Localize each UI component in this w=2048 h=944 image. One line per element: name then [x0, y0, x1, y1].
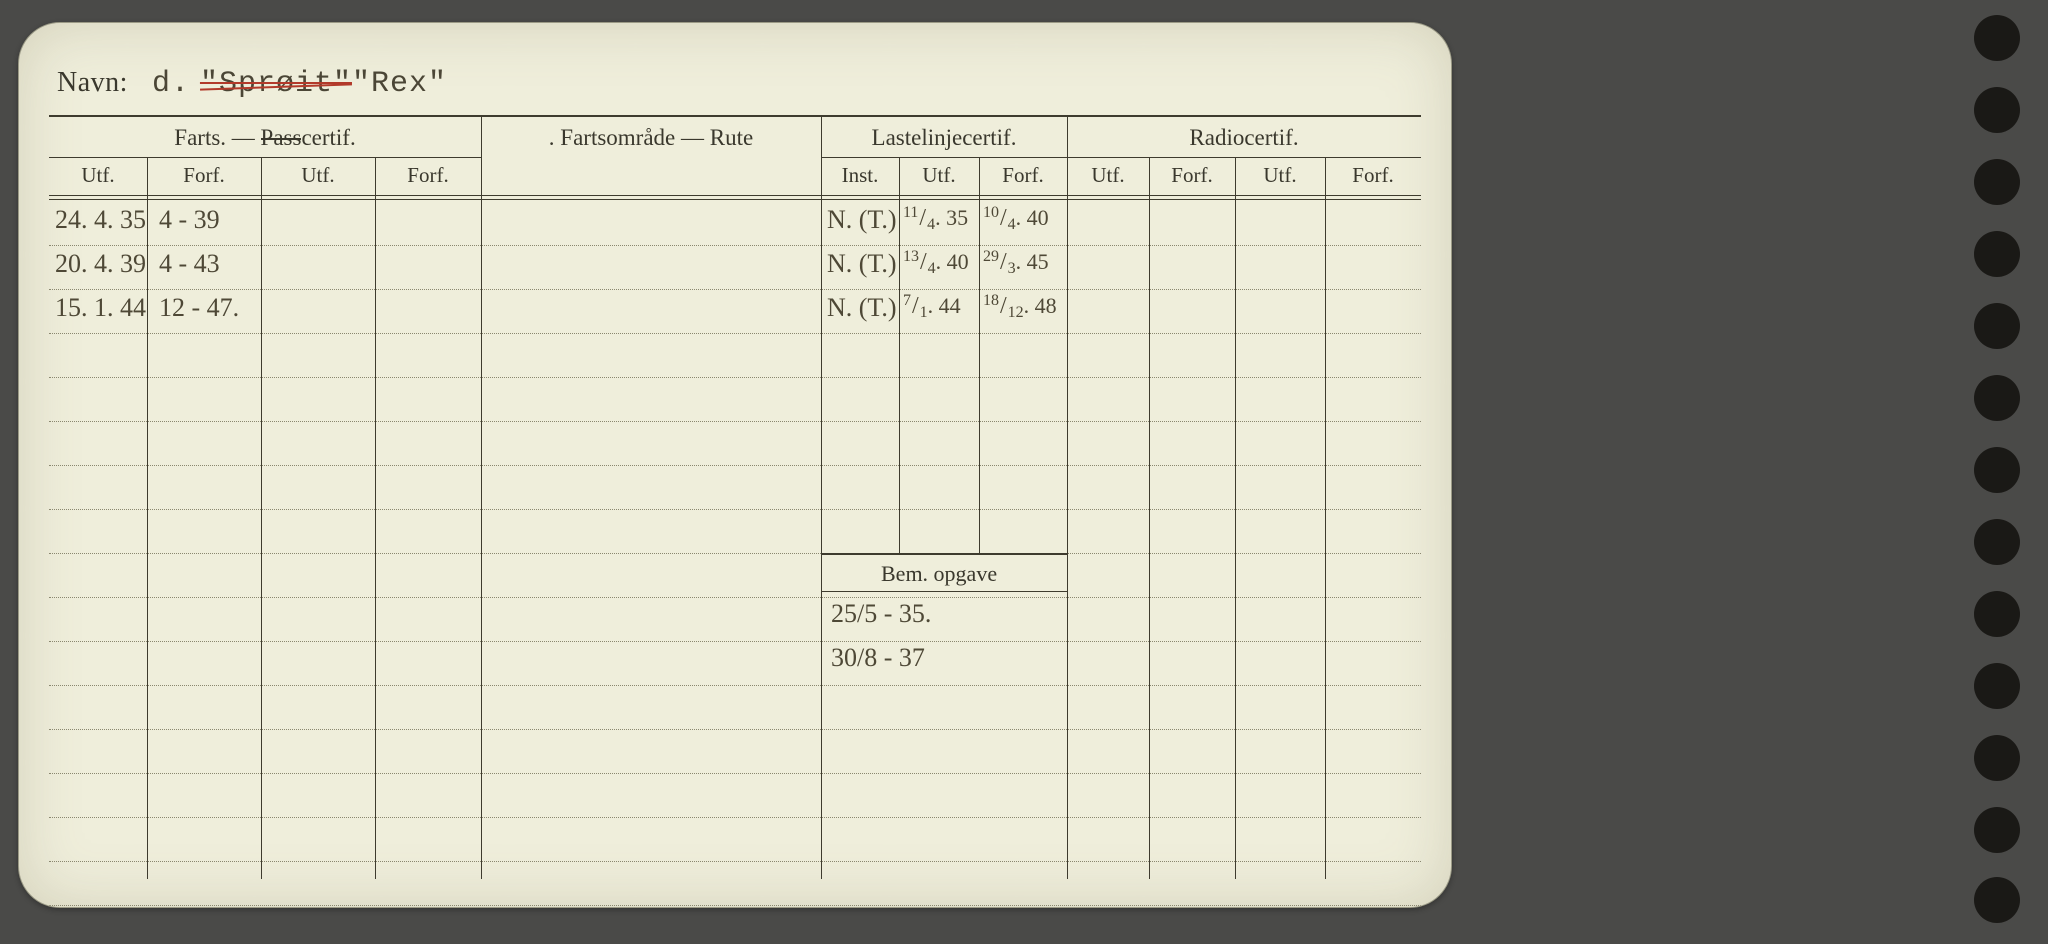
sub-forf-1: Forf.	[147, 163, 261, 191]
punch-hole	[1974, 519, 2020, 565]
punch-hole	[1974, 375, 2020, 421]
sub-inst: Inst.	[821, 163, 899, 191]
sub-forf-2: Forf.	[375, 163, 481, 191]
sub-utf-5: Utf.	[1235, 163, 1325, 191]
bem-r2: 30/8 - 37	[831, 643, 925, 673]
dotted-row	[49, 377, 1421, 378]
dotted-row	[49, 817, 1421, 818]
farts-r3-forf: 12 - 47.	[159, 293, 239, 323]
dotted-row	[49, 289, 1421, 290]
punch-hole	[1974, 15, 2020, 61]
section-head-farts: Farts. — Passcertif.	[49, 125, 481, 157]
bem-rule	[821, 591, 1067, 592]
sub-utf-3: Utf.	[899, 163, 979, 191]
navn-row: Navn: d. "Sprøit" "Rex"	[57, 67, 1421, 111]
farts-title-pre: Farts. —	[174, 125, 260, 150]
punch-hole	[1974, 231, 2020, 277]
subhead-rule	[49, 195, 1421, 196]
farts-r1-forf: 4 - 39	[159, 205, 220, 235]
sub-forf-5: Forf.	[1325, 163, 1421, 191]
section-head-rute: . Fartsområde — Rute	[481, 125, 821, 157]
index-card: Navn: d. "Sprøit" "Rex" Farts. — Passcer…	[18, 22, 1452, 908]
laste-utf: 13/4. 40	[903, 249, 969, 276]
section-head-laste: Lastelinjecertif.	[821, 125, 1067, 157]
navn-prefix: d.	[152, 67, 190, 101]
dotted-row	[49, 421, 1421, 422]
punch-hole	[1974, 447, 2020, 493]
bem-box-top	[821, 553, 1067, 555]
farts-title-strike: Pass	[261, 125, 302, 150]
laste-inst: N. (T.)	[827, 249, 897, 279]
dotted-row	[49, 773, 1421, 774]
punch-hole	[1974, 159, 2020, 205]
rows-area	[49, 201, 1421, 879]
dotted-row	[49, 729, 1421, 730]
laste-forf: 18/12. 48	[983, 293, 1057, 320]
laste-inst: N. (T.)	[827, 205, 897, 235]
laste-forf: 29/3. 45	[983, 249, 1049, 276]
dotted-row	[49, 861, 1421, 862]
section-rule-3	[821, 157, 1067, 158]
punch-hole	[1974, 663, 2020, 709]
punch-hole	[1974, 877, 2020, 923]
farts-r3-utf: 15. 1. 44	[55, 293, 146, 323]
section-rule-1	[49, 157, 481, 158]
punch-hole	[1974, 591, 2020, 637]
punch-hole	[1974, 735, 2020, 781]
farts-title-post: certif.	[301, 125, 355, 150]
navn-value-kept: "Rex"	[352, 67, 447, 101]
section-rule-4	[1067, 157, 1421, 158]
dotted-row	[49, 465, 1421, 466]
section-head-radio: Radiocertif.	[1067, 125, 1421, 157]
dotted-row	[49, 905, 1421, 906]
bem-r1: 25/5 - 35.	[831, 599, 931, 629]
dotted-row	[49, 333, 1421, 334]
farts-r2-forf: 4 - 43	[159, 249, 220, 279]
dotted-row	[49, 509, 1421, 510]
top-rule	[49, 115, 1421, 117]
bem-label: Bem. opgave	[881, 561, 997, 587]
farts-r1-utf: 24. 4. 35	[55, 205, 146, 235]
laste-utf: 11/4. 35	[903, 205, 968, 232]
dotted-row	[49, 245, 1421, 246]
dotted-row	[49, 641, 1421, 642]
punch-holes	[1968, 0, 2028, 944]
sub-utf-4: Utf.	[1067, 163, 1149, 191]
dotted-row	[49, 553, 1421, 554]
laste-forf: 10/4. 40	[983, 205, 1049, 232]
navn-label: Navn:	[57, 67, 128, 99]
punch-hole	[1974, 303, 2020, 349]
farts-r2-utf: 20. 4. 39	[55, 249, 146, 279]
laste-inst: N. (T.)	[827, 293, 897, 323]
dotted-row	[49, 597, 1421, 598]
sub-utf-1: Utf.	[49, 163, 147, 191]
sub-forf-4: Forf.	[1149, 163, 1235, 191]
laste-utf: 7/1. 44	[903, 293, 961, 320]
sub-forf-3: Forf.	[979, 163, 1067, 191]
sub-utf-2: Utf.	[261, 163, 375, 191]
punch-hole	[1974, 87, 2020, 133]
page: Navn: d. "Sprøit" "Rex" Farts. — Passcer…	[0, 0, 2048, 944]
navn-value-struck: "Sprøit"	[200, 67, 352, 101]
dotted-row	[49, 685, 1421, 686]
punch-hole	[1974, 807, 2020, 853]
